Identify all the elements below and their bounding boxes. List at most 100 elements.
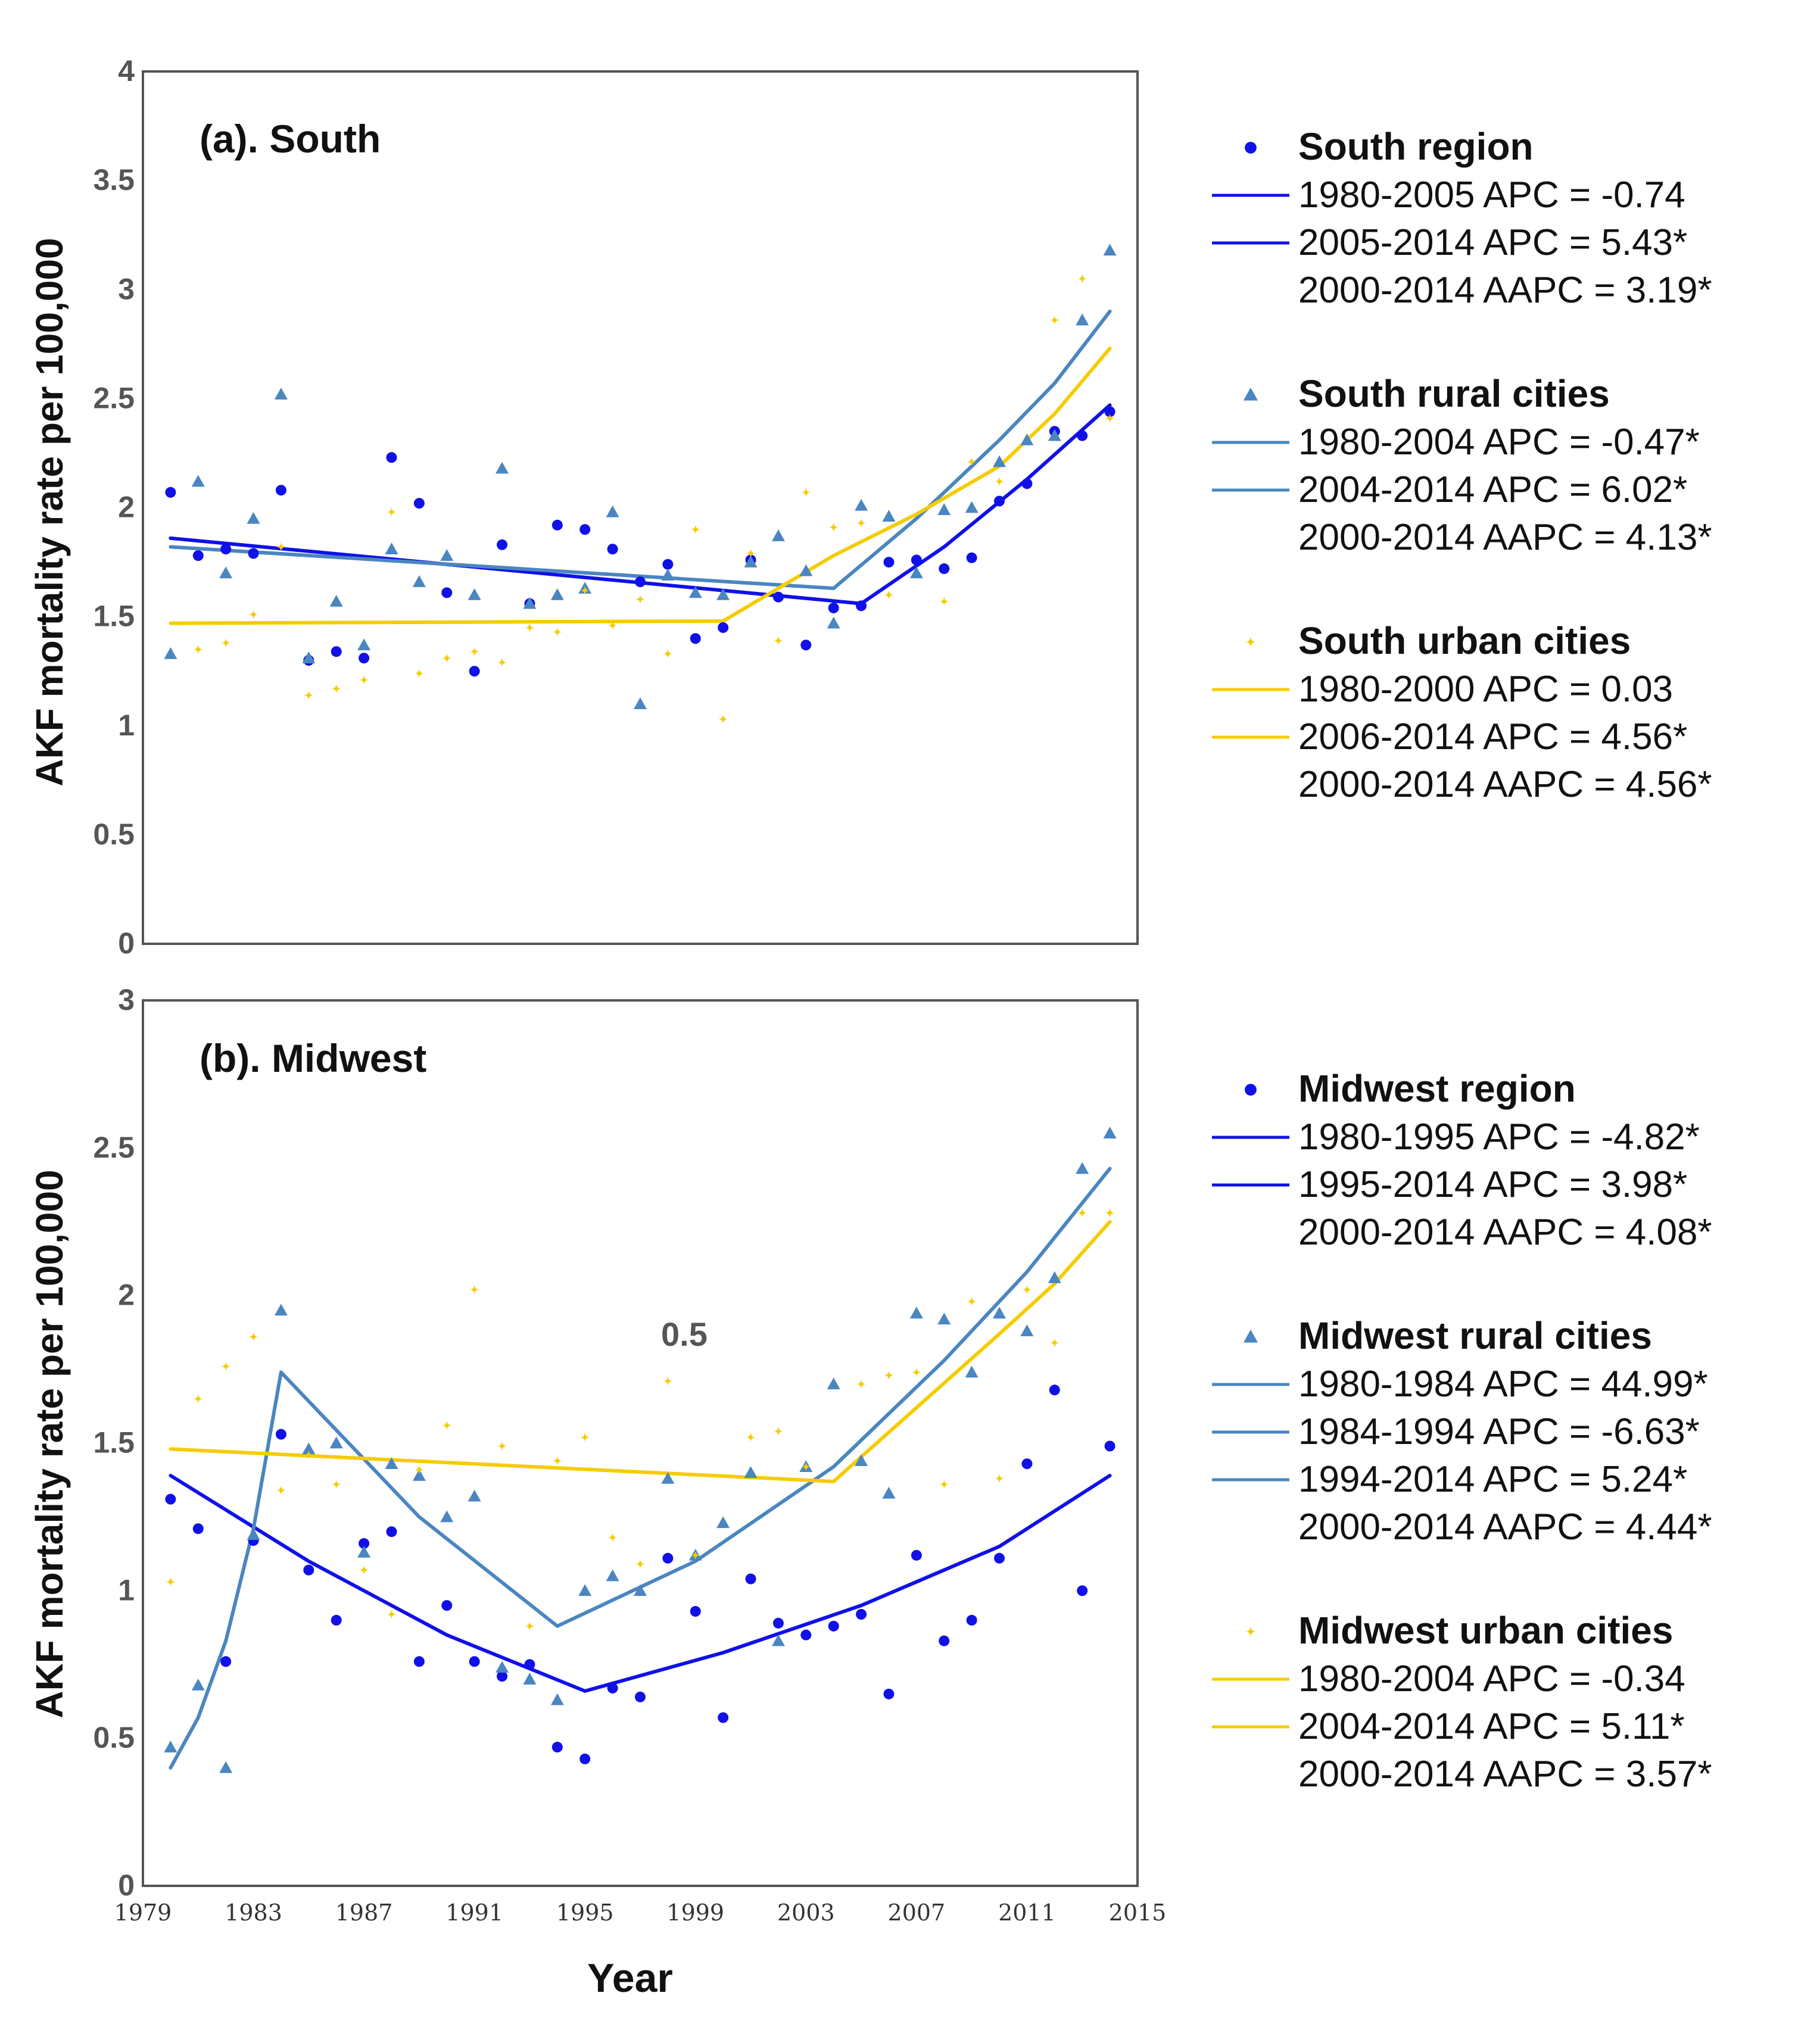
midwest-urban-cities-point-1992 — [497, 1440, 508, 1452]
legend-midwest-region-aapc-0: 2000-2014 AAPC = 4.08* — [1298, 1212, 1712, 1253]
midwest-urban-cities-point-2010 — [994, 1473, 1005, 1484]
y-axis-label-south: AKF mortality rate per 100,000 — [28, 238, 71, 786]
midwest-region-point-1984 — [275, 1429, 286, 1440]
midwest-rural-cities-point-1994 — [550, 1693, 564, 1705]
x-axis-label: Year — [587, 1956, 673, 2001]
south-region-fit-line — [169, 403, 1112, 606]
midwest-rural-cities-point-2000 — [716, 1516, 730, 1529]
midwest-rural-cities-point-1996 — [606, 1569, 619, 1582]
south-region-point-2002 — [772, 591, 784, 603]
midwest-urban-cities-point-1999 — [690, 1549, 701, 1561]
midwest-region-point-1992 — [497, 1671, 508, 1682]
midwest-urban-cities-point-2008 — [939, 1479, 950, 1490]
midwest-region-point-2013 — [1077, 1585, 1088, 1596]
south-rural-cities-point-1997 — [634, 697, 647, 709]
midwest-region-point-1990 — [441, 1600, 453, 1611]
midwest-urban-cities-point-1989 — [413, 1464, 425, 1476]
south-urban-cities-point-1983 — [248, 609, 259, 620]
south-region-point-1998 — [662, 559, 674, 570]
midwest-region-point-1981 — [192, 1523, 204, 1535]
south-urban-cities-point-1984 — [275, 541, 286, 553]
south-rural-cities-point-2013 — [1076, 313, 1089, 326]
legend-midwest-rural-cities-label-2: 1994-2014 APC = 5.24* — [1298, 1459, 1687, 1500]
south-rural-cities-point-1980 — [164, 647, 177, 659]
midwest-region-point-1986 — [331, 1614, 342, 1626]
annotation-label: 0.5 — [661, 1315, 708, 1353]
south-urban-cities-point-1986 — [331, 683, 342, 694]
south-region-point-2003 — [800, 640, 812, 651]
y-tick-south-4: 4 — [118, 54, 135, 88]
south-rural-cities-point-1994 — [550, 588, 564, 600]
south-rural-cities-point-2007 — [909, 566, 923, 579]
midwest-urban-cities-point-2005 — [856, 1379, 867, 1390]
midwest-rural-cities-point-1990 — [440, 1510, 454, 1523]
y-tick-south-2: 2 — [118, 491, 135, 524]
plot-frame-midwest — [142, 999, 1139, 1887]
south-urban-cities-point-2005 — [856, 517, 867, 529]
midwest-region-point-2004 — [828, 1620, 839, 1632]
south-region-point-1981 — [192, 550, 204, 562]
south-rural-cities-point-2011 — [1020, 433, 1034, 445]
south-rural-cities-point-1989 — [412, 575, 426, 587]
y-tick-south-1: 1 — [118, 709, 135, 742]
midwest-rural-cities-point-1982 — [219, 1761, 233, 1773]
midwest-rural-cities-point-2009 — [965, 1365, 978, 1378]
legend-south-urban-cities-marker — [1245, 636, 1257, 648]
south-region-point-1996 — [607, 544, 618, 555]
south-region-point-1991 — [469, 666, 480, 677]
south-region-point-1982 — [220, 544, 232, 555]
midwest-rural-cities-point-1985 — [302, 1442, 316, 1455]
y-ticks-midwest: 0 0.5 1 1.5 2 2.5 3 — [93, 983, 135, 1902]
south-rural-cities-point-2005 — [855, 498, 868, 511]
midwest-rural-cities-point-2014 — [1103, 1127, 1117, 1139]
south-region-point-1988 — [386, 452, 397, 463]
points-south — [164, 244, 1117, 725]
y-tick-south-0: 0 — [118, 927, 135, 960]
fit-lines-south — [169, 309, 1112, 625]
midwest-urban-cities-point-1983 — [248, 1331, 259, 1343]
south-rural-cities-point-1998 — [661, 569, 675, 581]
midwest-region-point-1994 — [551, 1742, 563, 1753]
midwest-region-point-1980 — [165, 1493, 176, 1505]
midwest-urban-cities-point-2001 — [745, 1432, 756, 1443]
y-tick-south-3: 3 — [118, 272, 135, 305]
midwest-region-point-2001 — [745, 1573, 756, 1585]
south-region-point-1986 — [331, 646, 342, 657]
south-rural-cities-point-1991 — [468, 588, 481, 600]
midwest-rural-cities-point-1998 — [661, 1471, 675, 1484]
midwest-urban-cities-point-1993 — [524, 1620, 535, 1632]
panel-title-south: (a). South — [200, 117, 381, 161]
legend-midwest: Midwest region 1980-1995 APC = -4.82* 1995… — [1212, 1067, 1712, 1795]
south-rural-cities-point-1992 — [495, 461, 509, 474]
midwest-region-point-2014 — [1104, 1440, 1115, 1452]
midwest-region-point-1993 — [524, 1659, 535, 1670]
south-urban-cities-point-2001 — [745, 548, 756, 559]
x-tick-2003: 2003 — [777, 1900, 835, 1926]
legend-south-rural-cities-aapc-0: 2000-2014 AAPC = 4.13* — [1298, 517, 1712, 558]
south-rural-cities-point-1982 — [219, 566, 233, 579]
legend-midwest-rural-cities-title: Midwest rural cities — [1298, 1314, 1652, 1357]
midwest-urban-cities-point-2014 — [1104, 1207, 1115, 1218]
y-tick-midwest-0-5: 0.5 — [93, 1721, 135, 1754]
south-rural-cities-point-2012 — [1048, 429, 1061, 441]
midwest-rural-cities-point-1987 — [357, 1545, 371, 1558]
midwest-urban-cities-point-2011 — [1021, 1284, 1033, 1295]
legend-midwest-urban-cities-aapc-0: 2000-2014 AAPC = 3.57* — [1298, 1754, 1712, 1795]
south-urban-cities-point-1991 — [469, 646, 480, 657]
south-urban-cities-point-2000 — [718, 713, 729, 725]
legend-south-region-aapc-0: 2000-2014 AAPC = 3.19* — [1298, 270, 1712, 311]
midwest-region-point-1991 — [469, 1656, 480, 1667]
south-region-point-1995 — [579, 524, 591, 535]
legend-south-region-label-1: 2005-2014 APC = 5.43* — [1298, 222, 1687, 263]
midwest-region-point-2005 — [856, 1608, 867, 1620]
legend-midwest-rural-cities-label-0: 1980-1984 APC = 44.99* — [1298, 1364, 1708, 1405]
legend-midwest-region-title: Midwest region — [1298, 1067, 1576, 1110]
midwest-rural-cities-point-1992 — [495, 1661, 509, 1673]
south-rural-cities-point-2004 — [827, 616, 840, 629]
midwest-urban-cities-point-2006 — [883, 1370, 895, 1381]
south-region-point-1980 — [165, 486, 176, 498]
midwest-region-point-2009 — [966, 1614, 977, 1626]
south-urban-cities-point-1992 — [497, 657, 508, 668]
midwest-region-point-1985 — [303, 1564, 314, 1576]
